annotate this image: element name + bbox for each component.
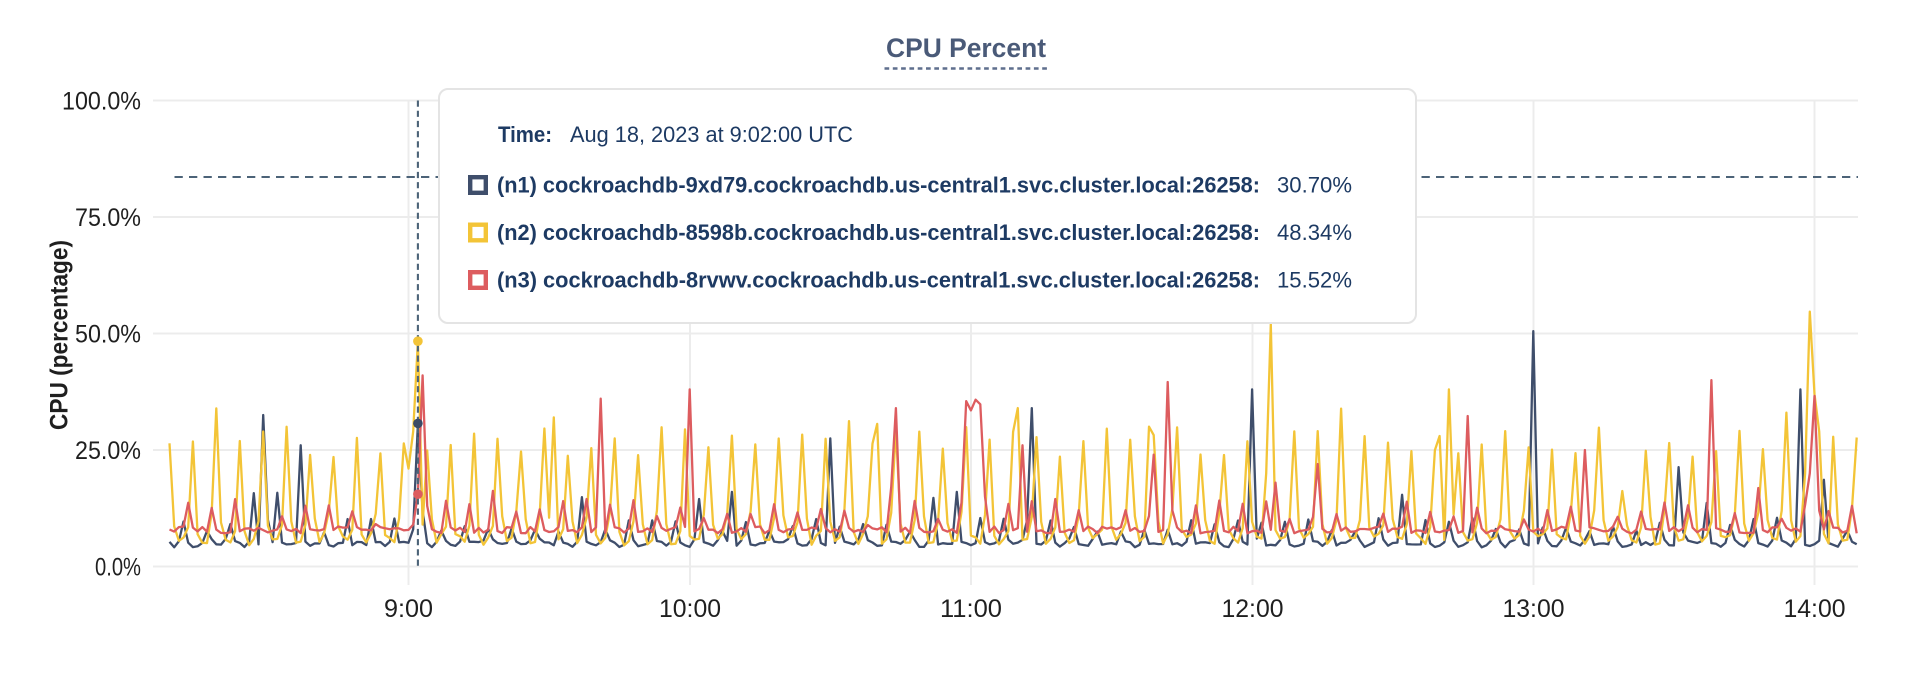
svg-text:0.0%: 0.0% [95, 554, 141, 582]
svg-text:12:00: 12:00 [1222, 595, 1284, 623]
svg-text:15.52%: 15.52% [1277, 268, 1352, 293]
svg-text:Aug 18, 2023 at 9:02:00 UTC: Aug 18, 2023 at 9:02:00 UTC [570, 122, 853, 147]
svg-text:(n2) cockroachdb-8598b.cockroa: (n2) cockroachdb-8598b.cockroachdb.us-ce… [497, 220, 1260, 245]
svg-text:14:00: 14:00 [1784, 595, 1846, 623]
svg-text:10:00: 10:00 [659, 595, 721, 623]
svg-text:30.70%: 30.70% [1277, 173, 1352, 198]
svg-text:Time:: Time: [498, 122, 552, 147]
svg-text:9:00: 9:00 [384, 595, 433, 623]
svg-text:13:00: 13:00 [1503, 595, 1565, 623]
svg-text:25.0%: 25.0% [75, 437, 141, 465]
svg-text:(n1) cockroachdb-9xd79.cockroa: (n1) cockroachdb-9xd79.cockroachdb.us-ce… [497, 173, 1260, 198]
svg-text:75.0%: 75.0% [75, 204, 141, 232]
svg-text:CPU Percent: CPU Percent [886, 33, 1046, 63]
svg-text:50.0%: 50.0% [75, 321, 141, 349]
svg-text:(n3) cockroachdb-8rvwv.cockroa: (n3) cockroachdb-8rvwv.cockroachdb.us-ce… [497, 268, 1260, 293]
svg-text:11:00: 11:00 [940, 595, 1002, 623]
svg-text:CPU (percentage): CPU (percentage) [46, 240, 74, 430]
svg-text:100.0%: 100.0% [62, 88, 141, 116]
svg-text:48.34%: 48.34% [1277, 220, 1352, 245]
